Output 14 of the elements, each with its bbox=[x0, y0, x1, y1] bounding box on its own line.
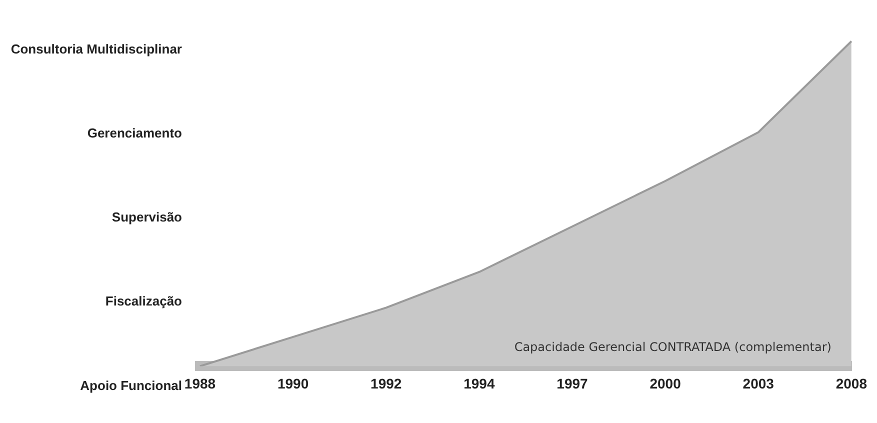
x-tick-label: 2003 bbox=[742, 375, 774, 392]
text: Fiscalização bbox=[105, 294, 182, 309]
x-tick-label: 2000 bbox=[650, 375, 682, 392]
text: Gerenciamento bbox=[87, 126, 182, 141]
x-tick-label: 1992 bbox=[370, 375, 402, 392]
text: Supervisão bbox=[112, 210, 182, 225]
text: Apoio Funcional bbox=[80, 378, 182, 393]
x-tick-label: 2008 bbox=[836, 375, 868, 392]
x-tick-label: 1990 bbox=[277, 375, 309, 392]
text: Consultoria Multidisciplinar bbox=[10, 42, 182, 57]
x-tick-label: 1988 bbox=[184, 375, 216, 392]
x-tick-label: 1997 bbox=[556, 375, 588, 392]
x-tick-label: 1994 bbox=[464, 375, 495, 392]
annotation: Capacidade Gerencial CONTRATADA (complementar) bbox=[514, 340, 832, 354]
